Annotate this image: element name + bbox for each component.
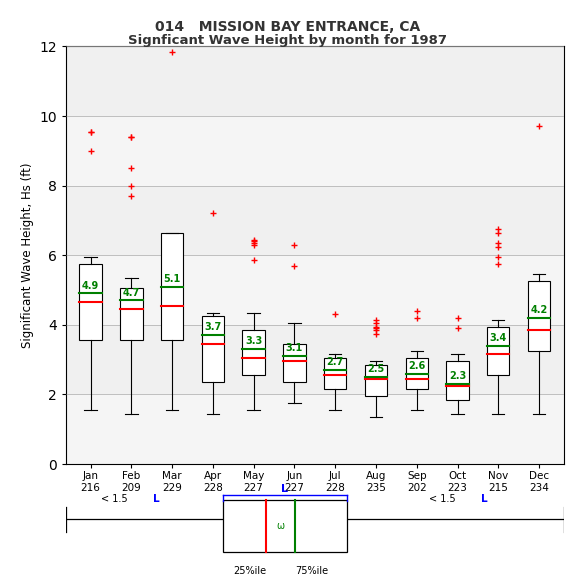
- Text: Signficant Wave Height by month for 1987: Signficant Wave Height by month for 1987: [128, 34, 447, 46]
- Y-axis label: Significant Wave Height, Hs (ft): Significant Wave Height, Hs (ft): [21, 162, 34, 348]
- Text: 3.3: 3.3: [245, 336, 262, 346]
- Text: 2.5: 2.5: [367, 364, 385, 374]
- Text: L: L: [282, 484, 289, 494]
- Bar: [66, 394, 564, 464]
- Text: 25%ile: 25%ile: [233, 566, 266, 576]
- Bar: [161, 233, 183, 340]
- Bar: [79, 264, 102, 340]
- Text: 4.7: 4.7: [122, 288, 140, 298]
- Text: 2.7: 2.7: [327, 357, 344, 367]
- Text: 2.3: 2.3: [449, 371, 466, 381]
- Text: 4.2: 4.2: [530, 305, 547, 315]
- Bar: [223, 500, 347, 552]
- Text: 3.7: 3.7: [204, 322, 221, 332]
- Bar: [324, 358, 346, 389]
- Text: 3.1: 3.1: [286, 343, 303, 353]
- Bar: [283, 344, 306, 382]
- Text: 3.4: 3.4: [490, 333, 507, 343]
- Bar: [243, 330, 265, 375]
- Bar: [66, 255, 564, 325]
- Text: L: L: [153, 494, 160, 504]
- Text: < 1.5: < 1.5: [430, 494, 459, 504]
- Text: < 1.5: < 1.5: [101, 494, 131, 504]
- Bar: [487, 327, 509, 375]
- Text: 5.1: 5.1: [163, 274, 181, 284]
- Bar: [365, 365, 387, 396]
- Bar: [528, 281, 550, 351]
- Text: 2.6: 2.6: [408, 361, 426, 371]
- Text: 75%ile: 75%ile: [295, 566, 328, 576]
- Bar: [446, 361, 469, 400]
- Bar: [66, 116, 564, 186]
- Bar: [202, 316, 224, 382]
- Bar: [405, 358, 428, 389]
- Text: L: L: [481, 494, 488, 504]
- Bar: [120, 288, 143, 340]
- Text: ω: ω: [277, 521, 285, 531]
- Text: 4.9: 4.9: [82, 281, 99, 291]
- Text: 014   MISSION BAY ENTRANCE, CA: 014 MISSION BAY ENTRANCE, CA: [155, 20, 420, 34]
